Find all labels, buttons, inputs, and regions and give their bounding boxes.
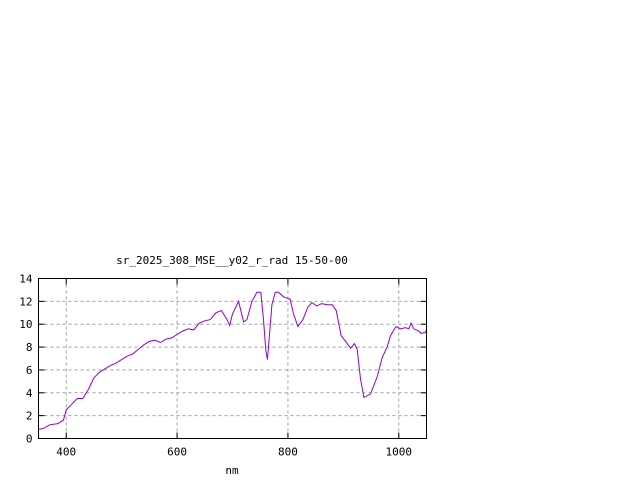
x-tick-label: 1000 xyxy=(386,446,413,459)
chart-title: sr_2025_308_MSE__y02_r_rad 15-50-00 xyxy=(116,254,348,267)
y-tick-label: 10 xyxy=(19,318,32,331)
x-axis-label: nm xyxy=(225,464,239,477)
x-tick-label: 600 xyxy=(167,446,187,459)
y-tick-label: 0 xyxy=(26,433,33,446)
plot-frame xyxy=(38,278,427,439)
series-line xyxy=(38,291,427,430)
y-tick-label: 4 xyxy=(26,387,33,400)
grid xyxy=(38,278,427,439)
x-tick-label: 800 xyxy=(278,446,298,459)
x-tick-label: 400 xyxy=(56,446,76,459)
axis-ticks: 0 2 4 6 8 10 12 14 400 600 800 1000 xyxy=(19,273,427,459)
y-tick-label: 14 xyxy=(19,273,33,286)
y-tick-label: 12 xyxy=(19,295,32,308)
y-tick-label: 6 xyxy=(26,364,33,377)
y-tick-label: 2 xyxy=(26,410,33,423)
y-tick-label: 8 xyxy=(26,341,33,354)
